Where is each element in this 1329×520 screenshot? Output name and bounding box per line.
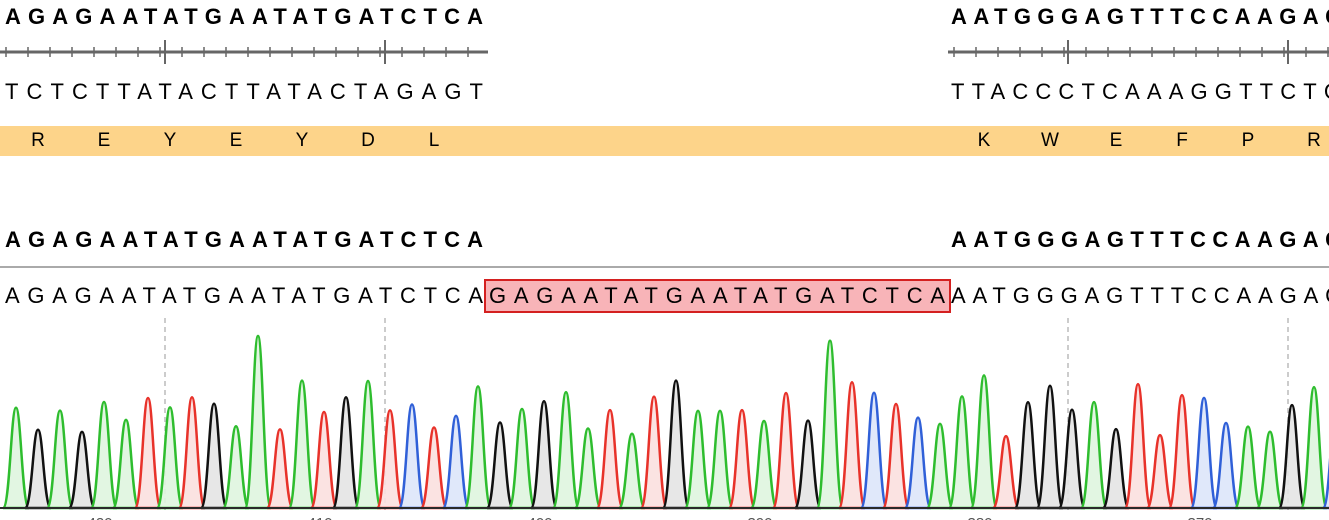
trace-peak bbox=[1277, 403, 1307, 510]
trace-peak bbox=[353, 379, 383, 510]
trace-peak bbox=[155, 406, 185, 510]
trace-peak bbox=[771, 391, 801, 510]
alignment-reference: AATGGGAGTTTCCAAGAC bbox=[951, 227, 1329, 252]
trace-peak bbox=[859, 391, 889, 510]
axis-label: 400 bbox=[527, 515, 552, 520]
trace-peak bbox=[397, 403, 427, 510]
trace-peak bbox=[507, 407, 537, 510]
trace-peak bbox=[1255, 430, 1285, 510]
trace-peak bbox=[23, 428, 53, 510]
axis-label: 380 bbox=[967, 515, 992, 520]
trace-peak bbox=[485, 421, 515, 510]
trace-peak bbox=[1189, 396, 1219, 510]
trace-peak bbox=[1101, 427, 1131, 510]
amino-acid: W bbox=[1041, 130, 1059, 151]
trace-peak bbox=[969, 374, 999, 510]
trace-peak bbox=[837, 381, 867, 510]
trace-peak bbox=[133, 396, 163, 510]
trace-peak bbox=[287, 379, 317, 510]
trace-peak bbox=[793, 419, 823, 510]
trace-peak bbox=[1057, 408, 1087, 510]
trace-peak bbox=[441, 414, 471, 510]
trace-peak bbox=[45, 409, 75, 510]
axis-label: 390 bbox=[747, 515, 772, 520]
trace-peak bbox=[661, 379, 691, 510]
trace-peak bbox=[177, 395, 207, 510]
trace-peak bbox=[1079, 400, 1109, 510]
axis-label: 370 bbox=[1187, 515, 1212, 520]
amino-acid: E bbox=[230, 130, 243, 151]
reference-forward: AATGGGAGTTTCCAAGAC bbox=[951, 4, 1329, 29]
amino-acid: Y bbox=[296, 130, 309, 151]
trace-peak bbox=[1211, 421, 1241, 510]
amino-acid: R bbox=[1307, 130, 1321, 151]
read-sequence: GAGAATATGAATATGATCTCA bbox=[489, 283, 945, 308]
trace-peak bbox=[67, 430, 97, 510]
amino-acid: E bbox=[98, 130, 111, 151]
trace-peak bbox=[881, 402, 911, 510]
trace-peak bbox=[727, 408, 757, 510]
amino-acid: F bbox=[1176, 130, 1188, 151]
axis-label: 420 bbox=[87, 515, 112, 520]
amino-acid: R bbox=[31, 130, 45, 151]
alignment-reference: AGAGAATATGAATATGATCTCA bbox=[5, 227, 483, 252]
trace-peak bbox=[529, 399, 559, 510]
trace-peak bbox=[1, 406, 31, 510]
trace-peak bbox=[903, 416, 933, 510]
trace-peak bbox=[243, 334, 273, 510]
axis-label: 410 bbox=[307, 515, 332, 520]
trace-peak bbox=[683, 409, 713, 510]
position-guides bbox=[164, 318, 1289, 510]
trace-peak bbox=[1145, 433, 1175, 510]
amino-acid: L bbox=[429, 130, 440, 151]
trace-peak bbox=[199, 402, 229, 510]
trace-peak bbox=[1299, 385, 1329, 510]
trace-peak bbox=[1035, 384, 1065, 510]
amino-acid: P bbox=[1242, 130, 1255, 151]
read-sequence: AATGGGAGTTTCCAAGAC bbox=[951, 283, 1329, 308]
trace-peak bbox=[221, 424, 251, 510]
trace-peak bbox=[947, 395, 977, 510]
amino-acid: E bbox=[1110, 130, 1123, 151]
trace-peak bbox=[331, 395, 361, 510]
trace-peak bbox=[89, 400, 119, 510]
trace-peak bbox=[991, 434, 1021, 510]
trace-peak bbox=[375, 409, 405, 510]
trace-peak bbox=[419, 426, 449, 510]
trace-peak bbox=[705, 409, 735, 510]
amino-acid: Y bbox=[164, 130, 177, 151]
trace-peak bbox=[463, 385, 493, 510]
chromatogram bbox=[0, 334, 1329, 510]
trace-peak bbox=[617, 432, 647, 510]
translation-bar bbox=[0, 126, 1329, 156]
trace-peak bbox=[1123, 382, 1153, 510]
trace-peak bbox=[595, 408, 625, 510]
trace-peak bbox=[551, 390, 581, 510]
trace-peak bbox=[1167, 393, 1197, 510]
trace-peak bbox=[265, 428, 295, 510]
reference-forward: AGAGAATATGAATATGATCTCA bbox=[5, 4, 483, 29]
trace-peak bbox=[111, 418, 141, 510]
amino-acid: K bbox=[978, 130, 991, 151]
trace-peak bbox=[1013, 400, 1043, 510]
trace-peak bbox=[309, 410, 339, 510]
trace-peak bbox=[815, 339, 845, 510]
trace-peak bbox=[573, 427, 603, 510]
trace-peak bbox=[639, 395, 669, 510]
trace-peak bbox=[1233, 425, 1263, 510]
trace-peak bbox=[1321, 457, 1329, 510]
reference-complement: TCTCTTATACTTATACTAGAGT bbox=[5, 79, 483, 104]
trace-peak bbox=[749, 419, 779, 510]
trace-peak bbox=[925, 422, 955, 510]
insertion-highlight bbox=[484, 279, 951, 313]
amino-acid: D bbox=[361, 130, 375, 151]
reference-complement: TTACCCTCAAAGGTTCTG bbox=[951, 79, 1329, 104]
read-sequence: AGAGAATATGAATATGATCTCA bbox=[5, 283, 483, 308]
